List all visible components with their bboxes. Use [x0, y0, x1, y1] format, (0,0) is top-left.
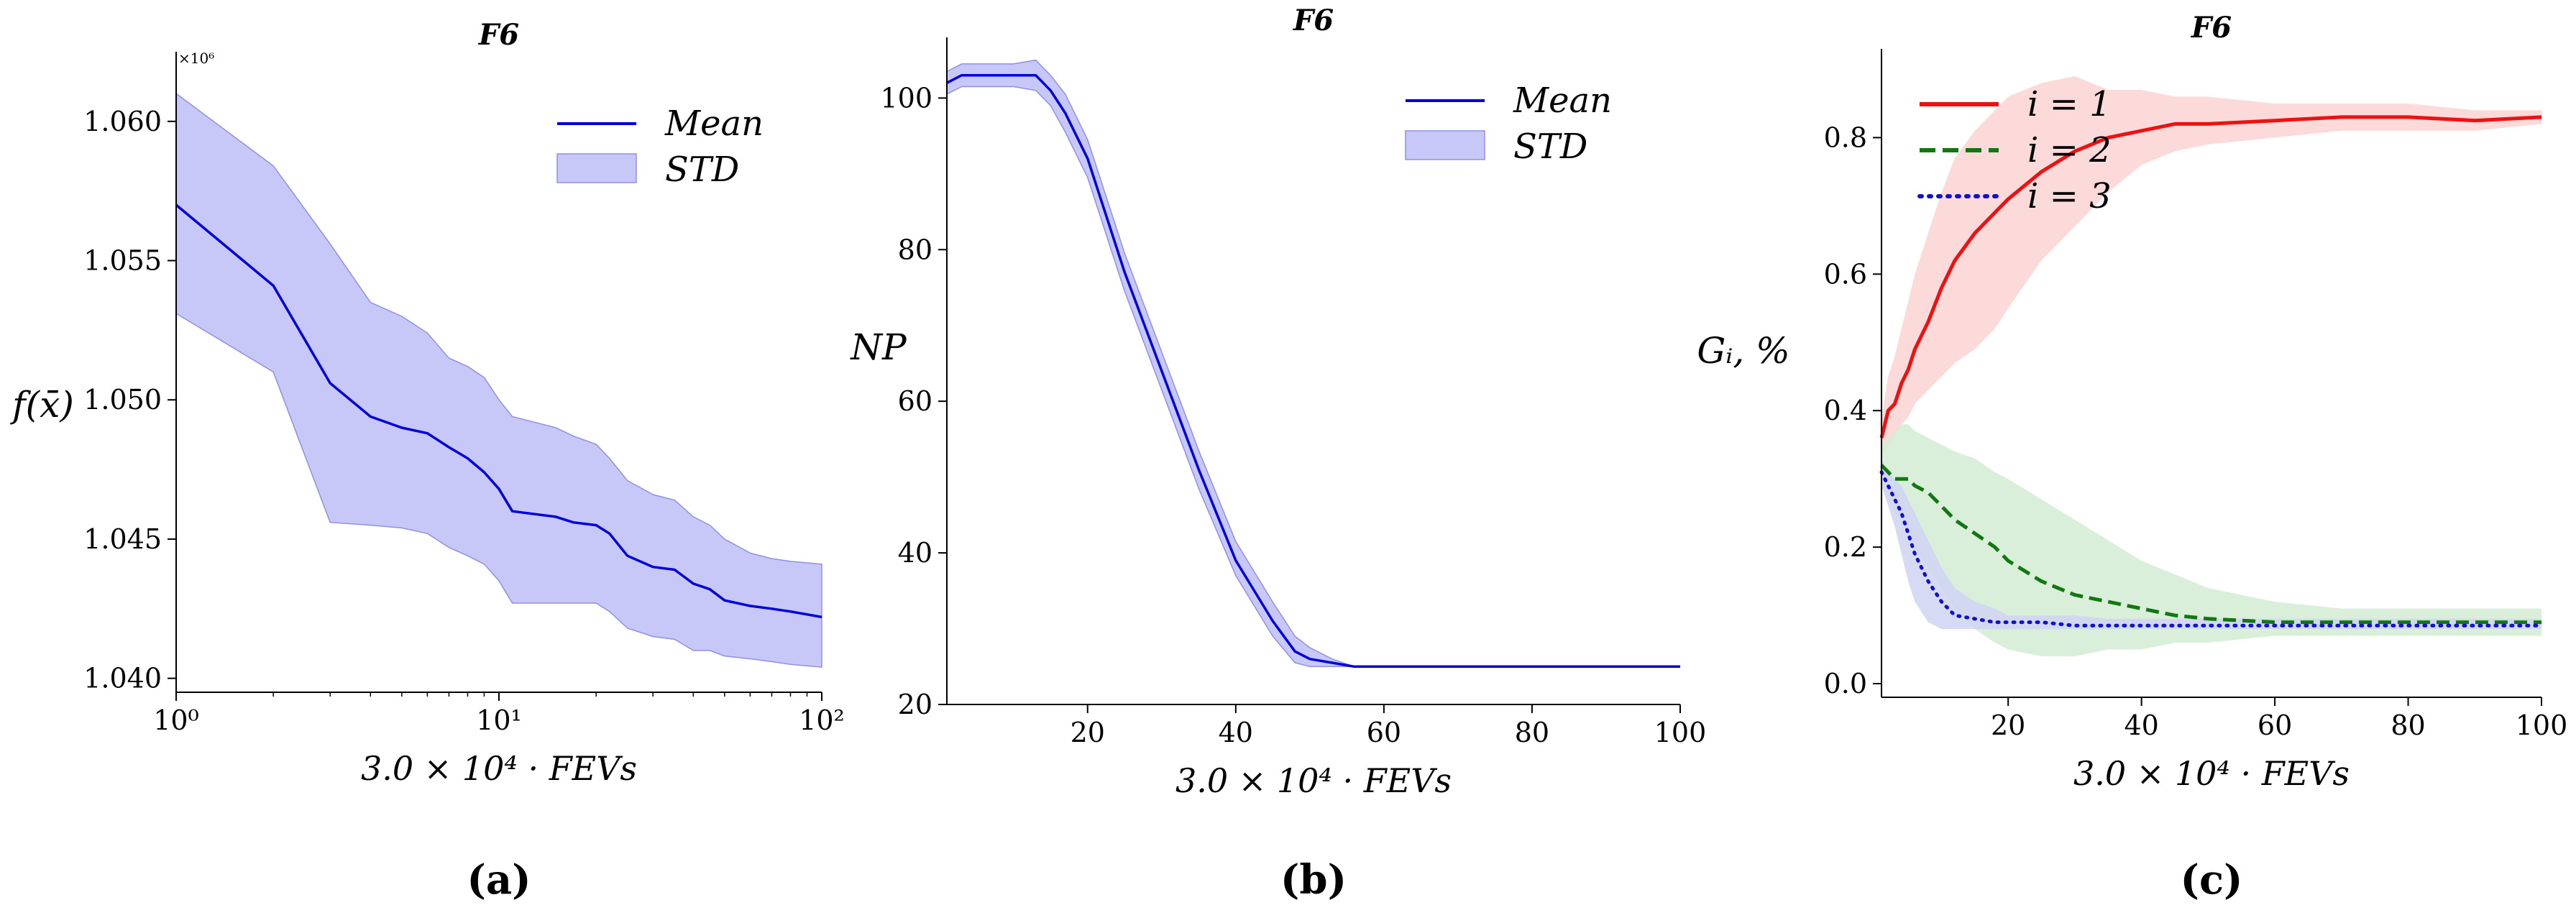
legend-label-1: i = 2: [2027, 130, 2112, 170]
x-tick-label-3: 80: [1515, 717, 1549, 748]
series-line-0: [946, 73, 1680, 669]
x-axis-label: 3.0 × 10⁴ · FEVs: [2073, 754, 2350, 793]
series-line-0: [1879, 115, 2542, 438]
chart-title: F6: [1293, 4, 1334, 37]
y-tick-label-4: 1.060: [83, 106, 162, 137]
x-tick-label-4: 100: [1654, 717, 1707, 748]
y-tick-label-4: 0.8: [1824, 121, 1867, 153]
series-band-1: [1881, 424, 2541, 656]
y-tick-label-4: 100: [880, 82, 932, 114]
series-band-2: [1881, 458, 2541, 630]
series-band-1: [175, 92, 822, 668]
y-tick-label-3: 1.055: [83, 245, 162, 277]
y-tick-label-3: 80: [898, 234, 932, 265]
legend-swatch-1: [1405, 130, 1485, 160]
legend-label-0: Mean: [664, 104, 764, 144]
panel-label: (a): [467, 856, 531, 904]
y-tick-label-1: 0.2: [1824, 531, 1867, 563]
x-tick-label-0: 20: [1071, 717, 1105, 748]
x-tick-label-0: 20: [1991, 710, 2025, 741]
y-tick-label-0: 0.0: [1824, 668, 1867, 699]
x-axis-label: 3.0 × 10⁴ · FEVs: [1175, 761, 1452, 800]
y-tick-label-3: 0.6: [1824, 258, 1867, 290]
legend-label-0: i = 1: [2027, 84, 2112, 124]
y-axis-label: Gᵢ, %: [1697, 330, 1789, 372]
legend-label-1: STD: [1513, 127, 1587, 167]
legend-label-1: STD: [665, 150, 739, 190]
x-tick-label-1: 10¹: [476, 704, 522, 736]
panel-label: (c): [2180, 856, 2242, 904]
y-tick-label-0: 1.040: [83, 663, 162, 694]
series-line-2: [1879, 470, 2544, 628]
y-tick-label-1: 1.045: [83, 523, 162, 555]
y-tick-label-2: 60: [898, 385, 932, 417]
x-tick-label-2: 60: [2258, 710, 2292, 741]
panel-label: (b): [1280, 856, 1347, 904]
panel-c: 20 40 60 80 100 0.0 0.2 0.4 0.6 0.8 F6 3.0 × 10⁴ · …: [1697, 11, 2567, 904]
legend-swatch-1: [556, 153, 637, 183]
series-line-1: [1880, 464, 2541, 625]
x-tick-label-1: 40: [2124, 710, 2158, 741]
x-tick-label-1: 40: [1219, 717, 1253, 748]
y-tick-label-2: 0.4: [1824, 395, 1867, 426]
y-tick-label-0: 20: [898, 689, 932, 720]
chart-title: F6: [2191, 11, 2232, 45]
series-line-0: [175, 203, 822, 619]
y-tick-label-1: 40: [898, 537, 932, 569]
legend-label-0: Mean: [1513, 81, 1612, 121]
x-tick-label-0: 10⁰: [153, 704, 199, 736]
legend-label-2: i = 3: [2027, 176, 2112, 216]
x-tick-label-2: 10²: [799, 704, 845, 736]
y-multiplier: ×10⁶: [178, 50, 214, 67]
series-band-0: [1881, 76, 2541, 459]
panel-a: 10⁰ 10¹ 10² 1.040 1.045 1.050 1.055 1.060 ×10⁶ F6…: [9, 18, 845, 904]
chart-title: F6: [478, 18, 519, 52]
panel-b: 20 40 60 80 100 20 40 60 80 100 F6 3.0 × 10⁴ · FEVs…: [850, 4, 1706, 904]
x-axis-label: 3.0 × 10⁴ · FEVs: [361, 749, 637, 788]
y-axis-label: NP: [850, 326, 907, 368]
x-tick-label-3: 80: [2391, 710, 2425, 741]
y-axis-label: f(x̄): [9, 384, 74, 426]
y-tick-label-2: 1.050: [83, 384, 162, 415]
x-tick-label-2: 60: [1367, 717, 1401, 748]
x-tick-label-4: 100: [2516, 710, 2568, 741]
